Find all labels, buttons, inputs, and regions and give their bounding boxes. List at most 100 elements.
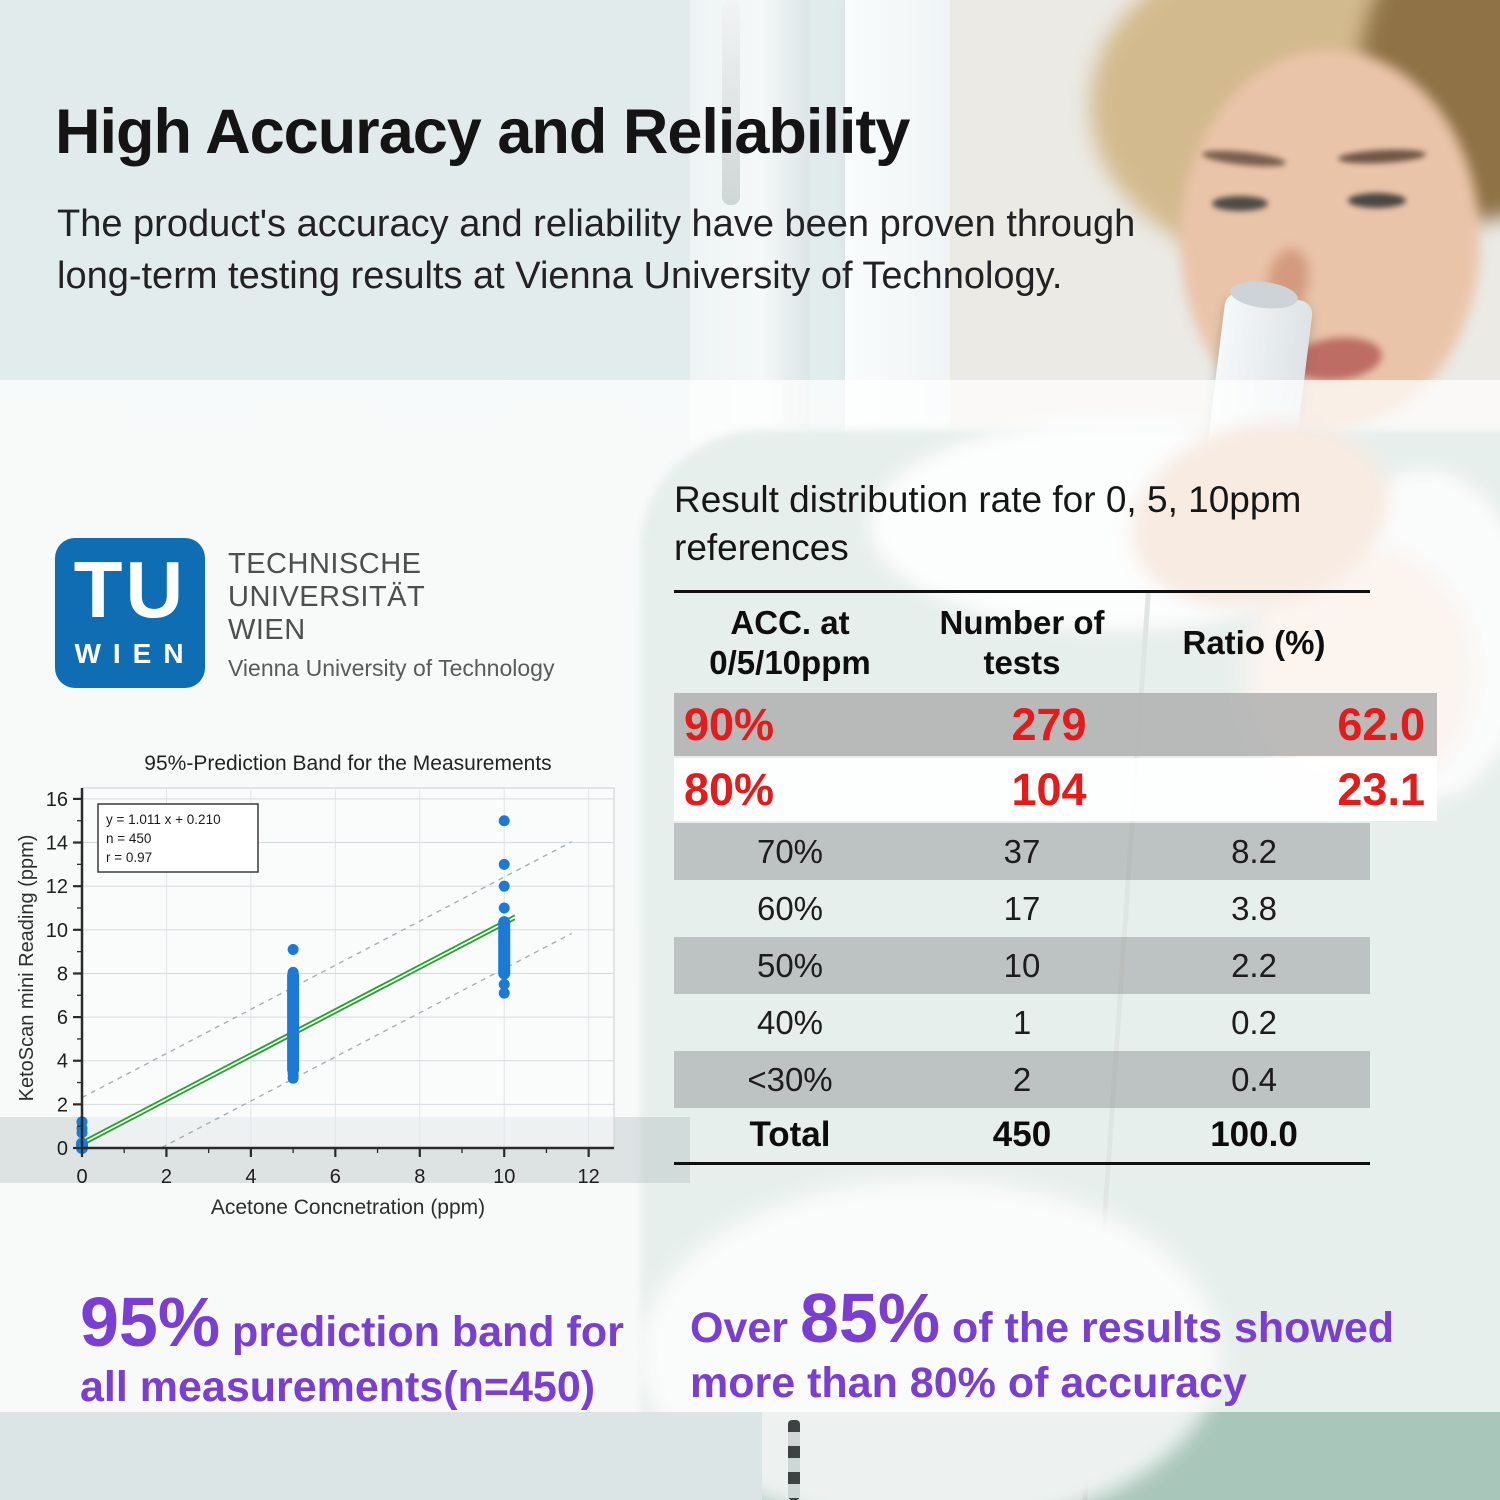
results-table-section: Result distribution rate for 0, 5, 10ppm… xyxy=(674,476,1437,1166)
data-point xyxy=(498,815,510,827)
y-tick-label: 4 xyxy=(57,1051,68,1073)
data-point xyxy=(498,978,510,990)
cell-ratio: 0.2 xyxy=(1231,1003,1277,1041)
cell-accuracy: 70% xyxy=(756,832,824,870)
page-title: High Accuracy and Reliability xyxy=(55,97,910,167)
caption-text: of the results showed more than 80% of a… xyxy=(690,1304,1395,1407)
y-tick-label: 10 xyxy=(46,920,68,942)
caption-prefix: Over xyxy=(690,1304,800,1352)
caption-prediction-band: 95% prediction band for all measurements… xyxy=(80,1240,720,1415)
cell-ratio: 62.0 xyxy=(1337,698,1425,750)
annotation-box xyxy=(97,803,259,873)
cell-number-of-tests: 1 xyxy=(1012,1003,1032,1041)
column-header-tests: Number of tests xyxy=(939,603,1105,682)
cell-accuracy: 60% xyxy=(756,889,824,927)
table-row: 90% 279 62.0 xyxy=(674,693,1437,757)
y-tick-label: 12 xyxy=(46,876,68,898)
x-tick-label: 4 xyxy=(245,1166,256,1188)
cell-ratio: 8.2 xyxy=(1231,832,1277,870)
caption-big-number: 85% xyxy=(799,1279,941,1357)
x-tick-label: 12 xyxy=(578,1166,600,1188)
prediction-band-chart: 0 2 4 6 8 10 12 0 2 4 6 8 10 12 14 16 95%-Prediction Ban… xyxy=(16,748,638,1228)
annotation-line: r = 0.97 xyxy=(106,850,152,865)
door-hinge-bottom xyxy=(788,1420,800,1500)
cell-number-of-tests: 104 xyxy=(1011,763,1087,815)
cell-number-of-tests: 2 xyxy=(1012,1060,1032,1098)
data-point xyxy=(498,880,510,892)
x-tick-label: 10 xyxy=(493,1166,515,1188)
y-tick-label: 8 xyxy=(57,963,68,985)
cell-number-of-tests: 279 xyxy=(1011,698,1087,750)
cell-number-of-tests: 17 xyxy=(1003,889,1041,927)
photo-table-surface xyxy=(0,1412,762,1500)
table-row-total: Total 450 100.0 xyxy=(674,1108,1370,1161)
logo-acronym: TU xyxy=(73,545,187,634)
door-hinge-top xyxy=(722,0,740,205)
table-header-row: ACC. at 0/5/10ppm Number of tests Ratio … xyxy=(674,593,1370,693)
cell-accuracy: 40% xyxy=(756,1003,824,1041)
y-tick-label: 16 xyxy=(46,789,68,811)
x-axis-label: Acetone Concnetration (ppm) xyxy=(211,1196,485,1219)
cell-accuracy: 90% xyxy=(684,698,775,750)
data-point xyxy=(498,987,510,999)
y-tick-label: 6 xyxy=(57,1007,68,1029)
logo-city: WIEN xyxy=(74,638,196,669)
university-name-line: TECHNISCHE xyxy=(228,548,422,580)
photo-eye-left xyxy=(1212,196,1268,211)
cell-ratio: 23.1 xyxy=(1337,763,1425,815)
table-rule-bottom xyxy=(674,1162,1370,1166)
cell-accuracy: 50% xyxy=(756,946,824,984)
photo-eye-right xyxy=(1348,193,1406,208)
table-row: 80% 104 23.1 xyxy=(674,758,1437,822)
cell-number-of-tests: 450 xyxy=(992,1114,1052,1154)
x-tick-label: 6 xyxy=(330,1166,341,1188)
cell-ratio: 0.4 xyxy=(1231,1060,1277,1098)
caption-big-number: 95% xyxy=(80,1283,221,1361)
data-point xyxy=(498,858,510,870)
page-subtitle: The product's accuracy and reliability h… xyxy=(57,203,1136,298)
table-row: 50% 10 2.2 xyxy=(674,937,1370,995)
y-axis-label: KetoScan mini Reading (ppm) xyxy=(18,835,38,1102)
university-name-line: WIEN xyxy=(228,614,306,647)
x-tick-label: 8 xyxy=(414,1166,425,1188)
x-tick-label: 0 xyxy=(76,1166,87,1188)
table-heading: Result distribution rate for 0, 5, 10ppm… xyxy=(674,479,1302,569)
annotation-line: y = 1.011 x + 0.210 xyxy=(106,812,221,827)
cell-accuracy: Total xyxy=(749,1114,831,1154)
y-tick-label: 2 xyxy=(57,1094,68,1116)
prediction-band-lower xyxy=(159,932,573,1148)
y-tick-label: 14 xyxy=(46,833,68,855)
table-row: 40% 1 0.2 xyxy=(674,994,1370,1051)
table-row: <30% 2 0.4 xyxy=(674,1051,1370,1109)
table-rule-top xyxy=(674,590,1370,594)
university-name-line: UNIVERSITÄT xyxy=(228,581,426,614)
prediction-band-upper xyxy=(82,841,573,1099)
tu-wien-logo: TU WIEN xyxy=(55,538,205,688)
y-tick-label: 0 xyxy=(57,1138,68,1160)
data-point xyxy=(287,943,299,955)
table-row: 60% 17 3.8 xyxy=(674,880,1370,937)
data-point xyxy=(287,1068,299,1080)
cell-number-of-tests: 10 xyxy=(1003,946,1041,984)
data-point xyxy=(287,966,299,978)
x-tick-label: 2 xyxy=(161,1166,172,1188)
cell-number-of-tests: 37 xyxy=(1003,832,1041,870)
university-name-english: Vienna University of Technology xyxy=(228,655,555,682)
chart-title: 95%-Prediction Band for the Measurements xyxy=(144,752,551,775)
university-name-block: TECHNISCHE UNIVERSITÄT WIEN Vienna Unive… xyxy=(228,548,554,682)
cell-accuracy: 80% xyxy=(684,763,775,815)
table-body: 90% 279 62.0 80% 104 23.1 70% 37 8.2 60% 17 3.8 50% 1… xyxy=(674,693,1437,1161)
table-row: 70% 37 8.2 xyxy=(674,823,1370,881)
data-point xyxy=(498,902,510,914)
cell-accuracy: <30% xyxy=(747,1060,833,1098)
caption-text: prediction band for all measurements(n=4… xyxy=(80,1308,624,1411)
cell-ratio: 100.0 xyxy=(1210,1114,1298,1154)
cell-ratio: 2.2 xyxy=(1231,946,1277,984)
caption-accuracy-result: Over 85% of the results showed more than… xyxy=(690,1236,1430,1411)
annotation-line: n = 450 xyxy=(106,831,151,846)
column-header-ratio: Ratio (%) xyxy=(1182,624,1326,662)
column-header-accuracy: ACC. at 0/5/10ppm xyxy=(709,603,871,682)
scatter-chart-svg: 0 2 4 6 8 10 12 0 2 4 6 8 10 12 14 16 95%-Prediction Ban… xyxy=(16,752,615,1219)
cell-ratio: 3.8 xyxy=(1231,889,1277,927)
